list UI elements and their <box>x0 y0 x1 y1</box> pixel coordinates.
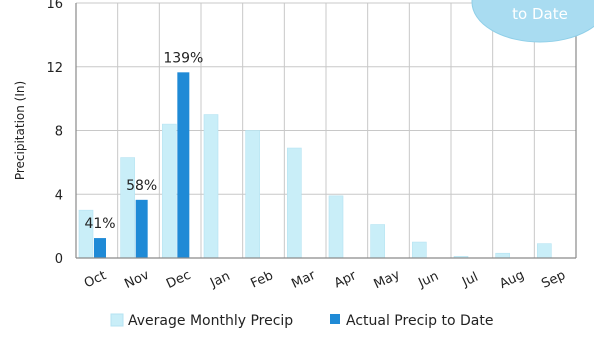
y-tick-label: 0 <box>55 252 63 267</box>
bar-average <box>287 147 302 259</box>
bar-average <box>328 195 344 259</box>
x-tick-label: Aug <box>497 268 526 292</box>
x-tick-label: Jul <box>459 270 480 291</box>
bar-average <box>412 241 427 259</box>
x-tick-label: Jun <box>415 269 441 292</box>
y-tick-label: 16 <box>46 0 63 12</box>
x-tick-label: Mar <box>289 268 318 292</box>
bar-average <box>370 224 385 259</box>
bar-average <box>537 243 552 259</box>
data-label: 58% <box>126 178 157 194</box>
x-tick-label: Dec <box>164 268 193 292</box>
bars-group <box>78 72 552 259</box>
callout-shape <box>471 0 594 43</box>
bar-average <box>203 114 219 259</box>
bar-actual <box>135 199 148 258</box>
x-tick-label: Nov <box>122 268 152 292</box>
callout-bubble: to Date <box>471 0 594 43</box>
chart-axes <box>75 3 577 259</box>
bar-average <box>245 130 260 259</box>
bar-actual <box>94 238 106 258</box>
y-tick-label: 12 <box>46 61 63 76</box>
x-tick-label: Apr <box>332 268 359 291</box>
chart-grid <box>76 2 576 258</box>
data-label: 41% <box>84 216 115 232</box>
legend: Average Monthly Precip Actual Precip to D… <box>110 313 493 329</box>
x-tick-label: May <box>372 267 403 292</box>
legend-swatch-actual <box>330 314 340 324</box>
legend-label-actual: Actual Precip to Date <box>346 313 493 329</box>
legend-swatch-average <box>110 313 124 327</box>
x-tick-label: Oct <box>82 268 109 291</box>
x-tick-label: Sep <box>539 268 568 292</box>
y-axis-title: Precipitation (In) <box>13 81 27 180</box>
x-tick-label: Jan <box>207 269 232 291</box>
y-tick-label: 4 <box>55 188 63 203</box>
bar-average <box>162 123 177 259</box>
bar-average <box>120 157 135 259</box>
callout-text: to Date <box>512 5 568 23</box>
legend-label-average: Average Monthly Precip <box>128 313 293 329</box>
x-tick-label: Feb <box>248 268 275 291</box>
bar-average <box>495 252 510 259</box>
bar-actual <box>177 72 190 258</box>
data-label: 139% <box>163 50 203 66</box>
y-tick-label: 8 <box>55 125 63 140</box>
